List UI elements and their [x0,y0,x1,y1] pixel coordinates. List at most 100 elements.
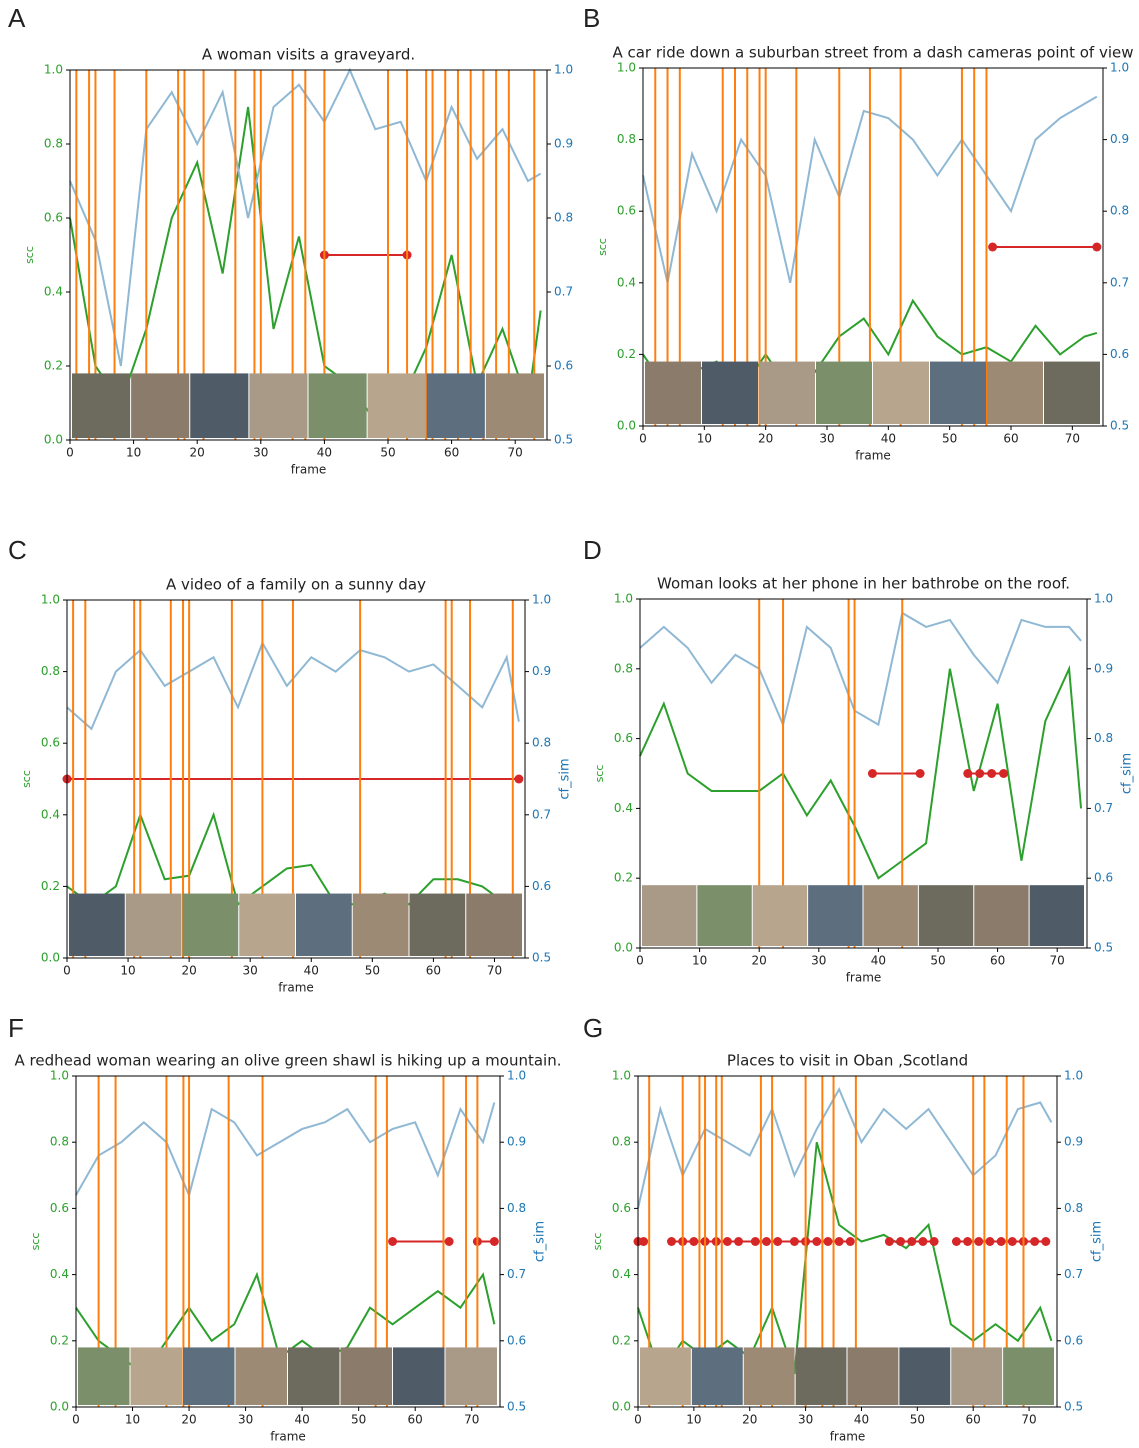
x-tick-label: 70 [1065,432,1080,446]
y2-tick-label: 0.5 [1094,941,1113,955]
marker [834,1237,844,1246]
y2-tick-label: 0.6 [532,879,551,893]
marker [750,1237,760,1246]
y-tick-label: 0.4 [614,801,633,815]
axes-frame [639,598,1088,949]
y-tick-label: 0.2 [44,359,63,373]
x-tick-label: 10 [686,1413,701,1427]
x-tick-label: 10 [692,954,707,968]
thumbnail [409,893,466,956]
y-axis-label: scc [593,765,606,783]
series-line [639,611,1082,728]
marker [514,774,524,784]
x-tick-label: 40 [294,1413,309,1427]
y-tick-label: 0.4 [41,807,60,821]
y2-axis-label: cf_sim [533,1221,548,1262]
thumbnail [930,361,986,424]
x-tick-label: 70 [1050,954,1065,968]
y-tick-label: 0.2 [614,871,633,885]
y2-tick-label: 0.8 [507,1201,526,1215]
panel-letter: A [8,3,26,33]
marker [907,1237,917,1246]
y-tick-label: 0.0 [614,941,633,955]
marker [988,242,998,252]
marker [918,1237,928,1246]
y-axis-label: scc [29,1233,42,1251]
y2-tick-label: 0.5 [1110,419,1129,433]
y-tick-label: 0.6 [41,736,60,750]
y2-tick-label: 0.7 [507,1267,526,1281]
y2-tick-label: 0.9 [532,664,551,678]
series-line [66,811,519,906]
chart-title: A redhead woman wearing an olive green s… [15,1052,562,1070]
y2-axis-label: cf_sim [1120,753,1135,794]
thumbnail [190,373,249,438]
thumbnail [235,1347,287,1405]
thumbnail [691,1347,743,1405]
thumbnail [987,361,1043,424]
marker [975,769,985,778]
thumbnail [69,893,125,956]
thumbnail [808,885,863,946]
y-tick-label: 0.8 [612,1135,631,1149]
y-tick-label: 1.0 [617,61,636,75]
x-axis-label: frame [291,463,327,477]
marker [773,1237,783,1246]
x-axis-label: frame [846,971,882,985]
marker [884,1237,894,1246]
marker [444,1237,454,1246]
y-tick-label: 0.2 [50,1333,69,1347]
chart-title: Woman looks at her phone in her bathrobe… [657,575,1070,593]
x-axis-label: frame [278,981,314,995]
y2-tick-label: 1.0 [532,593,551,607]
x-tick-label: 30 [243,964,258,978]
y2-tick-label: 1.0 [507,1069,526,1083]
x-tick-label: 0 [639,432,647,446]
x-tick-label: 30 [811,954,826,968]
y-tick-label: 0.4 [617,275,636,289]
marker [1092,242,1102,252]
y2-tick-label: 0.8 [1094,731,1113,745]
y2-axis-label: cf_sim [1090,1221,1105,1262]
y-tick-label: 0.4 [44,285,63,299]
marker [999,769,1009,778]
panel: G Places to visit in Oban ,Scotland 0.0 0.2… [583,1013,1105,1444]
y2-tick-label: 1.0 [554,63,573,77]
marker [845,1237,855,1246]
y2-tick-label: 1.0 [1064,1069,1083,1083]
marker [963,1237,973,1246]
y2-tick-label: 0.5 [1064,1400,1083,1414]
x-tick-label: 20 [190,446,205,460]
y2-tick-label: 0.9 [554,137,573,151]
x-axis-label: frame [855,449,891,463]
thumbnail [352,893,409,956]
marker [896,1237,906,1246]
panel-letter: F [8,1013,24,1043]
thumbnail [249,373,308,438]
marker [722,1237,732,1246]
y-tick-label: 0.6 [50,1201,69,1215]
marker [388,1237,398,1246]
y2-tick-label: 0.6 [1064,1333,1083,1347]
y2-tick-label: 0.7 [1064,1267,1083,1281]
thumbnail [752,885,808,946]
y-tick-label: 1.0 [614,592,633,606]
panel: F A redhead woman wearing an olive green … [8,1013,562,1444]
series-line [66,640,520,731]
marker [761,1237,771,1246]
thumbnail [847,1347,899,1405]
y2-tick-label: 0.8 [554,211,573,225]
x-tick-label: 70 [1021,1413,1036,1427]
y2-tick-label: 0.9 [507,1135,526,1149]
y-axis-label: scc [20,770,33,788]
chart-title: Places to visit in Oban ,Scotland [727,1052,968,1070]
thumbnail [393,1347,445,1405]
panel-letter: C [8,535,27,565]
thumbnail [1029,885,1084,946]
x-tick-label: 40 [304,964,319,978]
y2-tick-label: 0.9 [1110,132,1129,146]
x-tick-label: 0 [63,964,71,978]
axes-frame [637,1075,1058,1408]
y-tick-label: 0.8 [50,1135,69,1149]
